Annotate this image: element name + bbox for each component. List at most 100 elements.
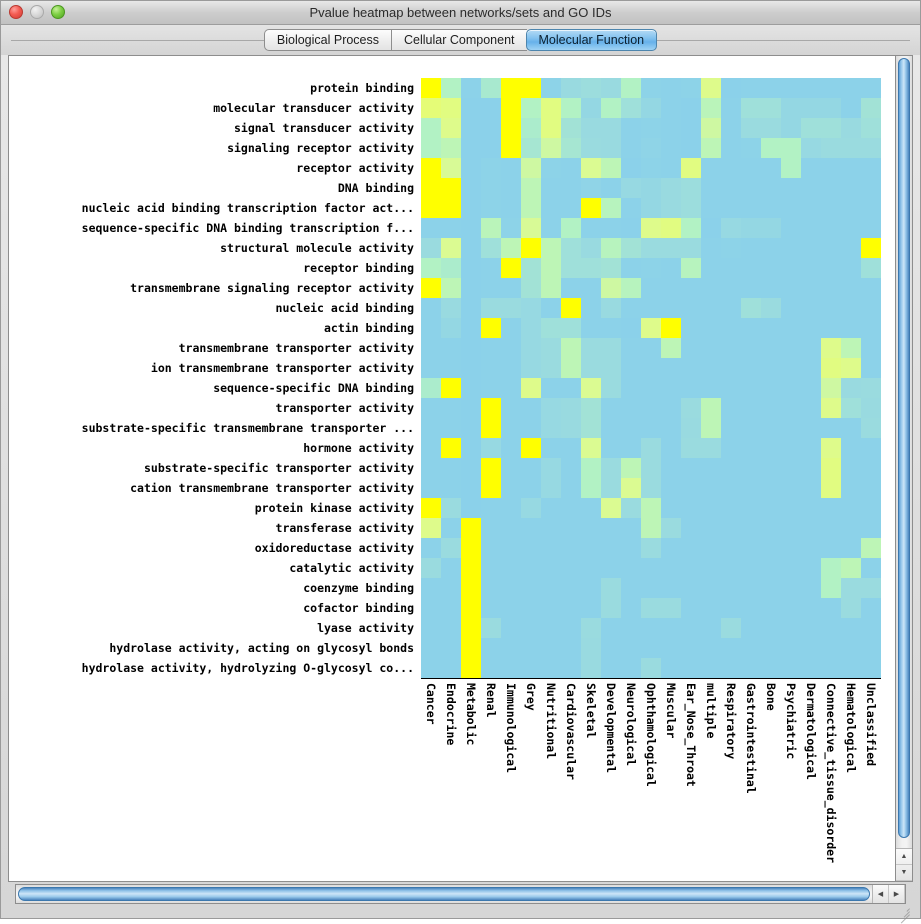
heatmap-cell[interactable] bbox=[521, 238, 541, 258]
heatmap-cell[interactable] bbox=[581, 618, 601, 638]
heatmap-cell[interactable] bbox=[781, 398, 801, 418]
heatmap-cell[interactable] bbox=[501, 118, 521, 138]
heatmap-cell[interactable] bbox=[521, 98, 541, 118]
heatmap-cell[interactable] bbox=[521, 538, 541, 558]
heatmap-cell[interactable] bbox=[601, 338, 621, 358]
heatmap-cell[interactable] bbox=[601, 598, 621, 618]
heatmap-cell[interactable] bbox=[781, 638, 801, 658]
heatmap-cell[interactable] bbox=[841, 298, 861, 318]
zoom-button[interactable] bbox=[51, 5, 65, 19]
heatmap-cell[interactable] bbox=[761, 138, 781, 158]
heatmap-cell[interactable] bbox=[781, 358, 801, 378]
heatmap-cell[interactable] bbox=[761, 578, 781, 598]
heatmap-cell[interactable] bbox=[721, 98, 741, 118]
heatmap-cell[interactable] bbox=[741, 638, 761, 658]
heatmap-cell[interactable] bbox=[721, 338, 741, 358]
heatmap-cell[interactable] bbox=[481, 318, 501, 338]
heatmap-cell[interactable] bbox=[801, 338, 821, 358]
heatmap-cell[interactable] bbox=[501, 278, 521, 298]
heatmap-cell[interactable] bbox=[761, 538, 781, 558]
heatmap-cell[interactable] bbox=[621, 198, 641, 218]
heatmap-cell[interactable] bbox=[741, 118, 761, 138]
heatmap-cell[interactable] bbox=[441, 538, 461, 558]
heatmap-cell[interactable] bbox=[441, 518, 461, 538]
heatmap-cell[interactable] bbox=[801, 498, 821, 518]
heatmap-cell[interactable] bbox=[541, 518, 561, 538]
heatmap-cell[interactable] bbox=[621, 398, 641, 418]
heatmap-cell[interactable] bbox=[641, 638, 661, 658]
heatmap-cell[interactable] bbox=[561, 398, 581, 418]
heatmap-cell[interactable] bbox=[561, 358, 581, 378]
heatmap-cell[interactable] bbox=[541, 98, 561, 118]
heatmap-cell[interactable] bbox=[701, 378, 721, 398]
heatmap-cell[interactable] bbox=[641, 278, 661, 298]
heatmap-cell[interactable] bbox=[641, 218, 661, 238]
heatmap-cell[interactable] bbox=[841, 78, 861, 98]
heatmap-cell[interactable] bbox=[581, 638, 601, 658]
heatmap-cell[interactable] bbox=[461, 598, 481, 618]
heatmap-cell[interactable] bbox=[581, 238, 601, 258]
heatmap-cell[interactable] bbox=[841, 658, 861, 678]
heatmap-cell[interactable] bbox=[701, 98, 721, 118]
heatmap-cell[interactable] bbox=[461, 438, 481, 458]
heatmap-cell[interactable] bbox=[501, 138, 521, 158]
heatmap-cell[interactable] bbox=[541, 578, 561, 598]
heatmap-cell[interactable] bbox=[721, 618, 741, 638]
heatmap-cell[interactable] bbox=[861, 378, 881, 398]
heatmap-cell[interactable] bbox=[581, 438, 601, 458]
heatmap-cell[interactable] bbox=[441, 78, 461, 98]
heatmap-cell[interactable] bbox=[541, 658, 561, 678]
heatmap-cell[interactable] bbox=[701, 318, 721, 338]
heatmap-cell[interactable] bbox=[461, 118, 481, 138]
heatmap-cell[interactable] bbox=[821, 218, 841, 238]
heatmap-cell[interactable] bbox=[681, 278, 701, 298]
heatmap-cell[interactable] bbox=[461, 398, 481, 418]
heatmap-cell[interactable] bbox=[641, 378, 661, 398]
heatmap-cell[interactable] bbox=[801, 158, 821, 178]
heatmap-cell[interactable] bbox=[821, 198, 841, 218]
heatmap-cell[interactable] bbox=[681, 558, 701, 578]
heatmap-cell[interactable] bbox=[781, 378, 801, 398]
heatmap-cell[interactable] bbox=[741, 198, 761, 218]
heatmap-cell[interactable] bbox=[421, 378, 441, 398]
heatmap-cell[interactable] bbox=[841, 338, 861, 358]
heatmap-cell[interactable] bbox=[721, 198, 741, 218]
heatmap-cell[interactable] bbox=[821, 158, 841, 178]
heatmap-cell[interactable] bbox=[481, 638, 501, 658]
heatmap-cell[interactable] bbox=[561, 238, 581, 258]
heatmap-cell[interactable] bbox=[601, 458, 621, 478]
heatmap-cell[interactable] bbox=[781, 418, 801, 438]
heatmap-cell[interactable] bbox=[661, 618, 681, 638]
heatmap-cell[interactable] bbox=[761, 358, 781, 378]
heatmap-cell[interactable] bbox=[741, 538, 761, 558]
heatmap-cell[interactable] bbox=[681, 458, 701, 478]
heatmap-cell[interactable] bbox=[481, 178, 501, 198]
heatmap-cell[interactable] bbox=[601, 478, 621, 498]
heatmap-cell[interactable] bbox=[641, 618, 661, 638]
heatmap-cell[interactable] bbox=[521, 478, 541, 498]
scroll-up-icon[interactable]: ▲ bbox=[896, 849, 912, 865]
heatmap-cell[interactable] bbox=[581, 178, 601, 198]
heatmap-cell[interactable] bbox=[761, 558, 781, 578]
heatmap-cell[interactable] bbox=[721, 598, 741, 618]
heatmap-cell[interactable] bbox=[561, 598, 581, 618]
heatmap-cell[interactable] bbox=[621, 478, 641, 498]
heatmap-cell[interactable] bbox=[581, 298, 601, 318]
heatmap-cell[interactable] bbox=[641, 338, 661, 358]
heatmap-cell[interactable] bbox=[721, 138, 741, 158]
heatmap-cell[interactable] bbox=[861, 558, 881, 578]
heatmap-cell[interactable] bbox=[661, 118, 681, 138]
heatmap-cell[interactable] bbox=[601, 118, 621, 138]
heatmap-cell[interactable] bbox=[581, 498, 601, 518]
heatmap-cell[interactable] bbox=[861, 118, 881, 138]
heatmap-cell[interactable] bbox=[601, 98, 621, 118]
heatmap-grid[interactable] bbox=[421, 78, 881, 679]
heatmap-cell[interactable] bbox=[601, 158, 621, 178]
heatmap-cell[interactable] bbox=[461, 378, 481, 398]
heatmap-cell[interactable] bbox=[421, 638, 441, 658]
heatmap-cell[interactable] bbox=[801, 658, 821, 678]
heatmap-cell[interactable] bbox=[781, 78, 801, 98]
heatmap-cell[interactable] bbox=[661, 398, 681, 418]
heatmap-cell[interactable] bbox=[801, 198, 821, 218]
heatmap-canvas[interactable]: protein binding molecular transducer acti… bbox=[8, 55, 895, 882]
